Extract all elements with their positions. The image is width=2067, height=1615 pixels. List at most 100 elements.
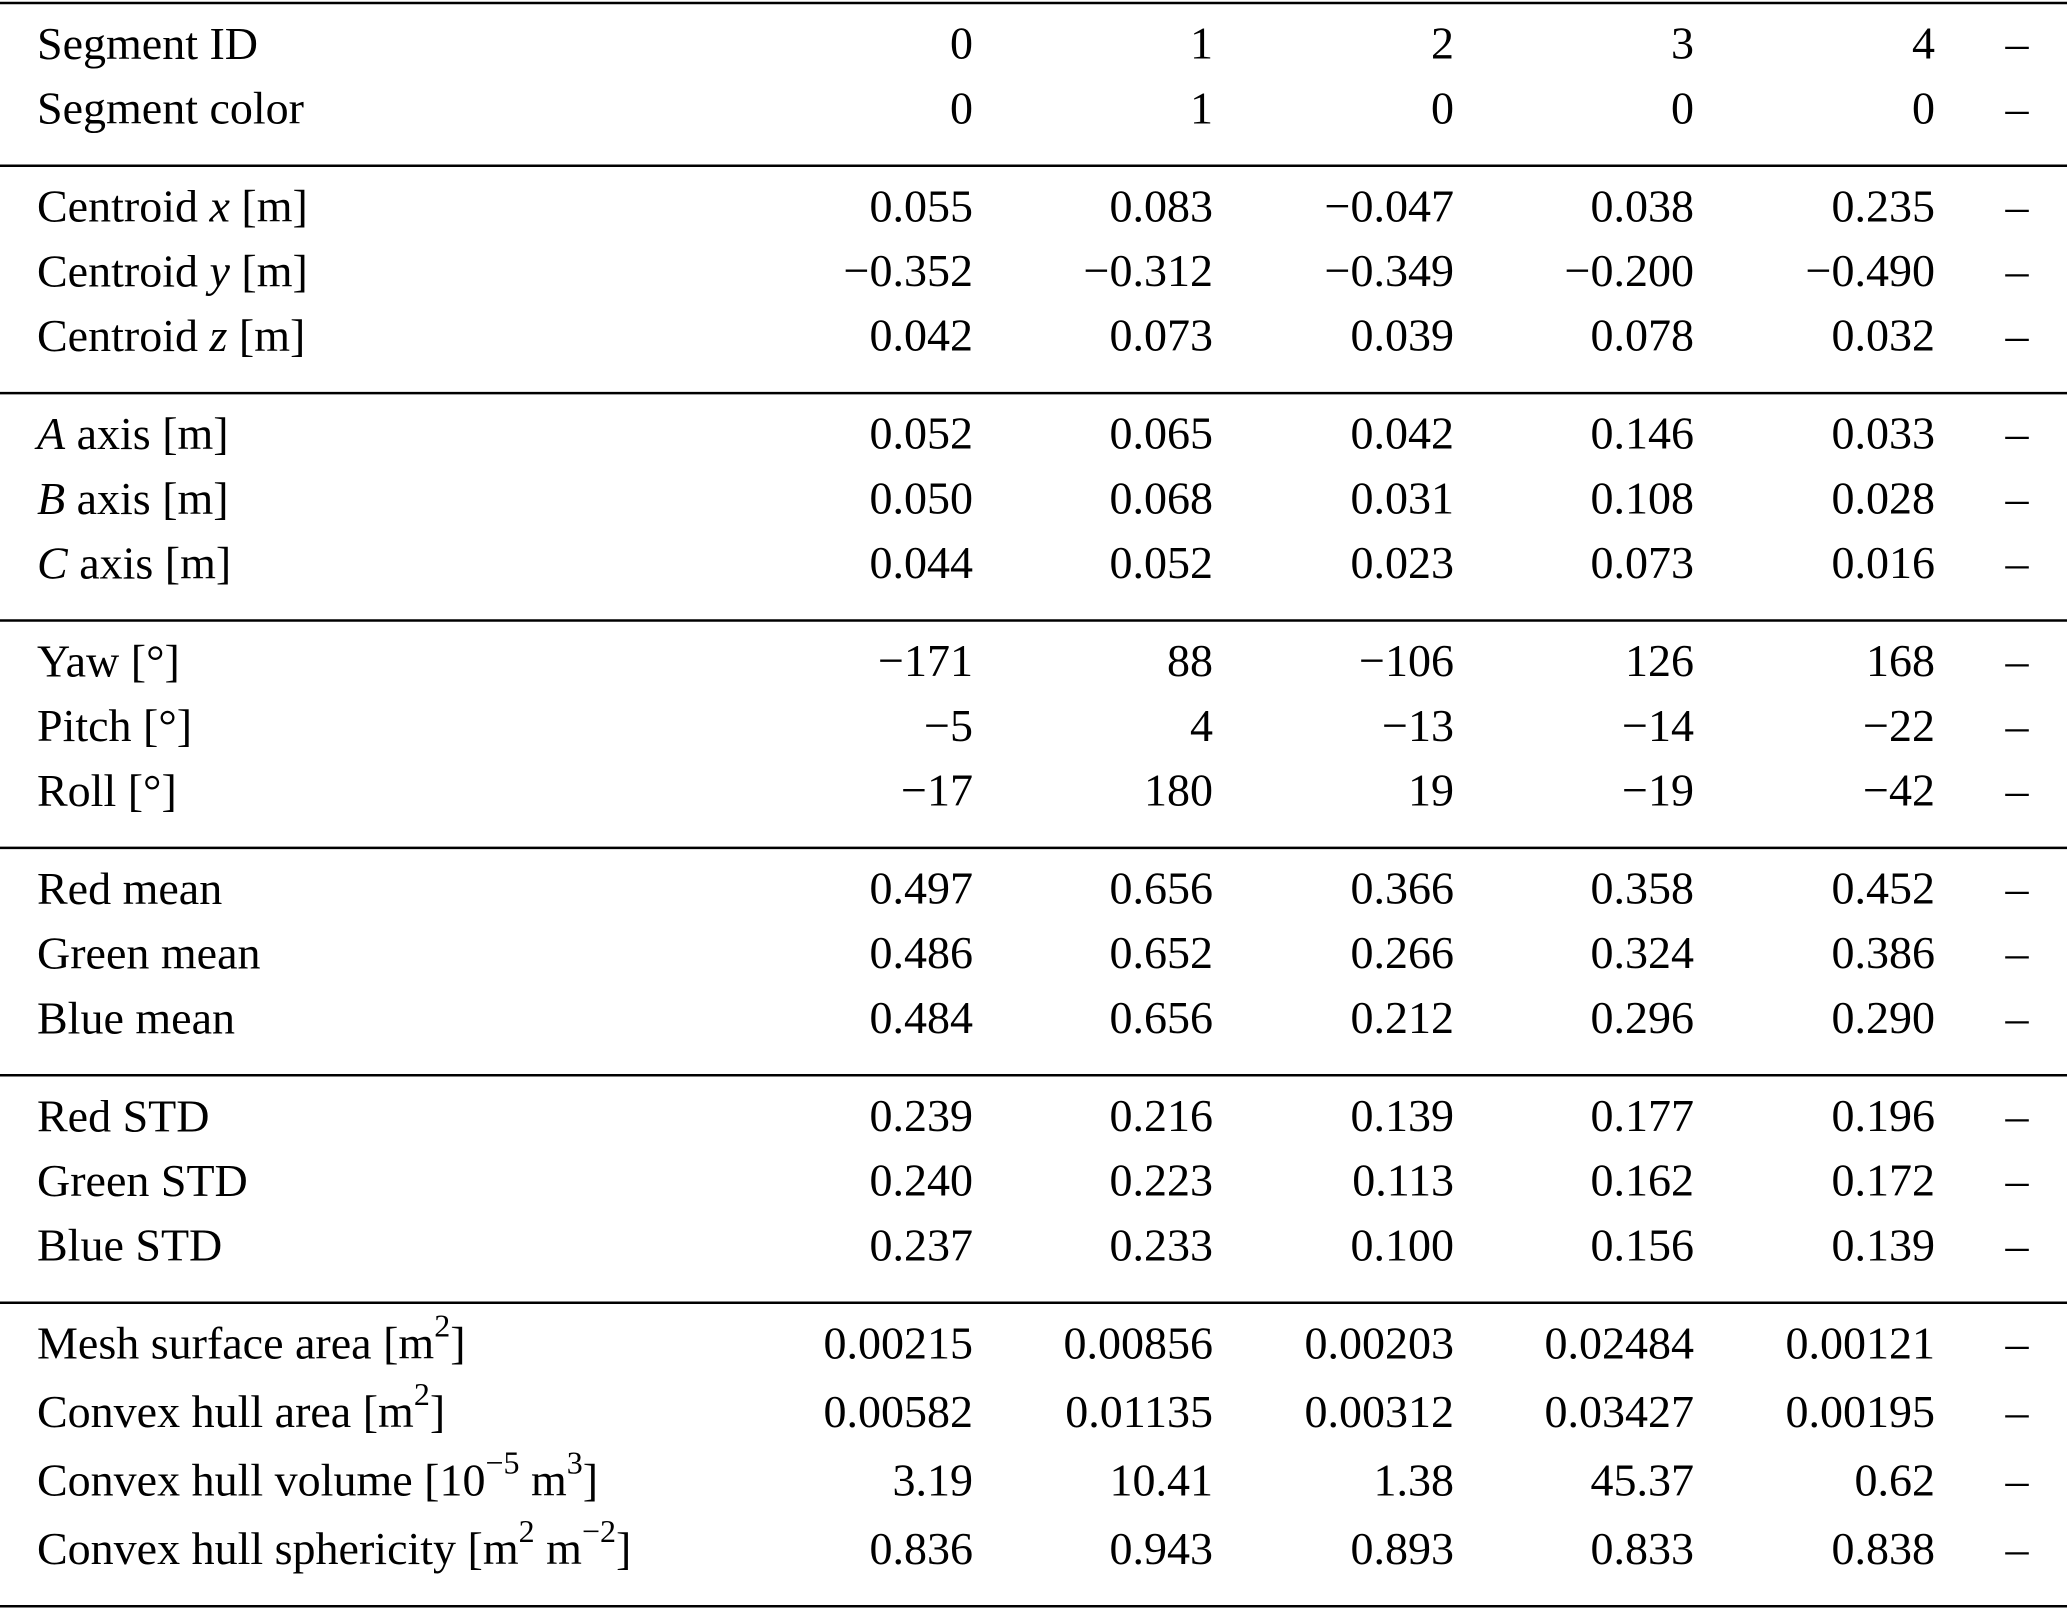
label-part: Roll [°] bbox=[37, 764, 177, 815]
cell: 0.656 bbox=[1110, 862, 1214, 913]
cell: 0.00203 bbox=[1305, 1317, 1455, 1368]
label-part: B bbox=[37, 472, 65, 523]
cell: 0.052 bbox=[1110, 537, 1214, 588]
cell: −19 bbox=[1622, 764, 1694, 815]
cell: – bbox=[2005, 1386, 2030, 1437]
cell: 0 bbox=[950, 82, 973, 133]
cell: 0.073 bbox=[1110, 310, 1214, 361]
cell: 0.00582 bbox=[824, 1386, 974, 1437]
cell: 0.00856 bbox=[1064, 1317, 1214, 1368]
label-part: Green mean bbox=[37, 927, 261, 978]
cell: 168 bbox=[1866, 635, 1935, 686]
row-label: Red STD bbox=[37, 1090, 210, 1141]
label-part: 2 bbox=[414, 1377, 430, 1413]
cell: 0.162 bbox=[1591, 1155, 1695, 1206]
label-part: 2 bbox=[434, 1308, 450, 1344]
cell: 0.893 bbox=[1351, 1523, 1455, 1574]
label-part: ] bbox=[616, 1523, 631, 1574]
label-part: m bbox=[535, 1523, 583, 1574]
label-part: [m] bbox=[230, 245, 308, 296]
cell: 0.108 bbox=[1591, 472, 1695, 523]
cell: – bbox=[2005, 310, 2030, 361]
cell: 0 bbox=[950, 18, 973, 69]
cell: 0.324 bbox=[1591, 927, 1695, 978]
cell: 0.484 bbox=[870, 992, 974, 1043]
cell: −5 bbox=[924, 700, 973, 751]
cell: −106 bbox=[1359, 635, 1454, 686]
row-label: Centroid x [m] bbox=[37, 180, 308, 231]
cell: 0.139 bbox=[1351, 1090, 1455, 1141]
cell: 1.38 bbox=[1374, 1454, 1455, 1505]
label-part: Segment color bbox=[37, 82, 304, 133]
cell: 0.290 bbox=[1832, 992, 1936, 1043]
row-label: Convex hull volume [10−5 m3] bbox=[37, 1445, 598, 1505]
cell: −0.200 bbox=[1565, 245, 1694, 296]
cell: 0.016 bbox=[1832, 537, 1936, 588]
label-part: Blue mean bbox=[37, 992, 235, 1043]
cell: – bbox=[2005, 1454, 2030, 1505]
label-part: Green STD bbox=[37, 1155, 248, 1206]
cell: – bbox=[2005, 245, 2030, 296]
cell: 0.235 bbox=[1832, 180, 1936, 231]
cell: – bbox=[2005, 180, 2030, 231]
cell: 0.042 bbox=[870, 310, 974, 361]
cell: 4 bbox=[1190, 700, 1213, 751]
label-part: Centroid bbox=[37, 310, 209, 361]
cell: 0.216 bbox=[1110, 1090, 1214, 1141]
label-part: Red mean bbox=[37, 862, 222, 913]
cell: 0.386 bbox=[1832, 927, 1936, 978]
cell: 19 bbox=[1408, 764, 1454, 815]
cell: 0.177 bbox=[1591, 1090, 1695, 1141]
cell: 0.028 bbox=[1832, 472, 1936, 523]
label-part: Blue STD bbox=[37, 1219, 222, 1270]
cell: −42 bbox=[1863, 764, 1935, 815]
cell: 45.37 bbox=[1591, 1454, 1695, 1505]
cell: 0.366 bbox=[1351, 862, 1455, 913]
row-label: B axis [m] bbox=[37, 472, 229, 523]
cell: – bbox=[2005, 862, 2030, 913]
label-part: Convex hull area [m bbox=[37, 1386, 414, 1437]
label-part: −2 bbox=[582, 1514, 616, 1550]
cell: 88 bbox=[1167, 635, 1213, 686]
cell: 0.172 bbox=[1832, 1155, 1936, 1206]
row-label: Red mean bbox=[37, 862, 222, 913]
cell: 0.00121 bbox=[1786, 1317, 1936, 1368]
row-label: Blue STD bbox=[37, 1219, 222, 1270]
cell: −0.047 bbox=[1325, 180, 1454, 231]
label-part: z bbox=[208, 310, 227, 361]
cell: – bbox=[2005, 1219, 2030, 1270]
cell: 0.050 bbox=[870, 472, 974, 523]
row-label: Yaw [°] bbox=[37, 635, 180, 686]
row-label: Centroid z [m] bbox=[37, 310, 305, 361]
label-part: ] bbox=[583, 1454, 598, 1505]
label-part: Red STD bbox=[37, 1090, 210, 1141]
cell: 4 bbox=[1912, 18, 1935, 69]
row-label: Convex hull sphericity [m2 m−2] bbox=[37, 1514, 631, 1574]
cell: 0.065 bbox=[1110, 408, 1214, 459]
cell: 0 bbox=[1431, 82, 1454, 133]
cell: −17 bbox=[901, 764, 973, 815]
cell: 0.113 bbox=[1352, 1155, 1454, 1206]
cell: 0.044 bbox=[870, 537, 974, 588]
row-label: Blue mean bbox=[37, 992, 235, 1043]
cell: 0.055 bbox=[870, 180, 974, 231]
row-label: Segment color bbox=[37, 82, 304, 133]
row-label: Segment ID bbox=[37, 18, 258, 69]
cell: 0.00215 bbox=[824, 1317, 974, 1368]
cell: 0.146 bbox=[1591, 408, 1695, 459]
cell: – bbox=[2005, 1317, 2030, 1368]
cell: 0.139 bbox=[1832, 1219, 1936, 1270]
cell: 0.223 bbox=[1110, 1155, 1214, 1206]
label-part: [m] bbox=[227, 310, 305, 361]
cell: – bbox=[2005, 408, 2030, 459]
row-label: Mesh surface area [m2] bbox=[37, 1308, 466, 1368]
label-part: 3 bbox=[567, 1445, 583, 1481]
label-part: axis [m] bbox=[68, 537, 232, 588]
cell: 0.239 bbox=[870, 1090, 974, 1141]
cell: 180 bbox=[1144, 764, 1213, 815]
cell: 0.656 bbox=[1110, 992, 1214, 1043]
cell: 0.652 bbox=[1110, 927, 1214, 978]
label-part: m bbox=[520, 1454, 568, 1505]
cell: 0.233 bbox=[1110, 1219, 1214, 1270]
cell: 0.266 bbox=[1351, 927, 1455, 978]
